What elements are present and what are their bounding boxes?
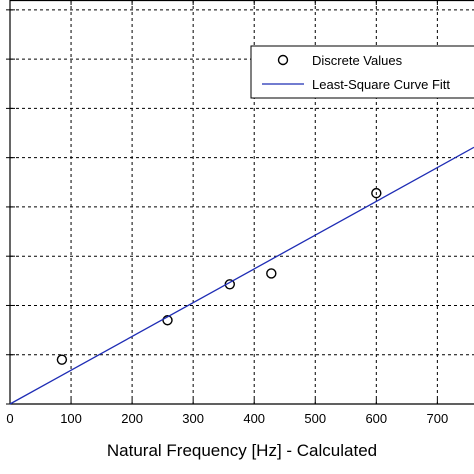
axes xyxy=(9,0,474,405)
y-ticks xyxy=(6,9,15,405)
data-point xyxy=(371,187,382,199)
legend-box xyxy=(250,45,474,99)
legend-label-discrete: Discrete Values xyxy=(312,53,403,68)
x-tick-label: 0 xyxy=(6,411,13,426)
legend-label-fit: Least-Square Curve Fitt xyxy=(312,77,450,92)
series-layer xyxy=(9,146,474,405)
legend: Discrete Values Least-Square Curve Fitt xyxy=(250,45,474,99)
x-tick-label: 300 xyxy=(182,411,204,426)
x-tick-label: 700 xyxy=(427,411,449,426)
data-point xyxy=(162,315,173,326)
x-ticks: 0 100 200 300 400 500 600 700 xyxy=(6,0,448,426)
legend-marker-discrete xyxy=(277,54,289,66)
fit-line xyxy=(9,146,474,405)
data-point xyxy=(266,268,277,279)
x-tick-label: 200 xyxy=(121,411,143,426)
x-tick-label: 600 xyxy=(365,411,387,426)
x-tick-label: 500 xyxy=(304,411,326,426)
x-tick-label: 400 xyxy=(243,411,265,426)
data-point xyxy=(56,354,68,365)
x-tick-label: 100 xyxy=(60,411,82,426)
x-axis-label: Natural Frequency [Hz] - Calculated xyxy=(107,441,377,460)
